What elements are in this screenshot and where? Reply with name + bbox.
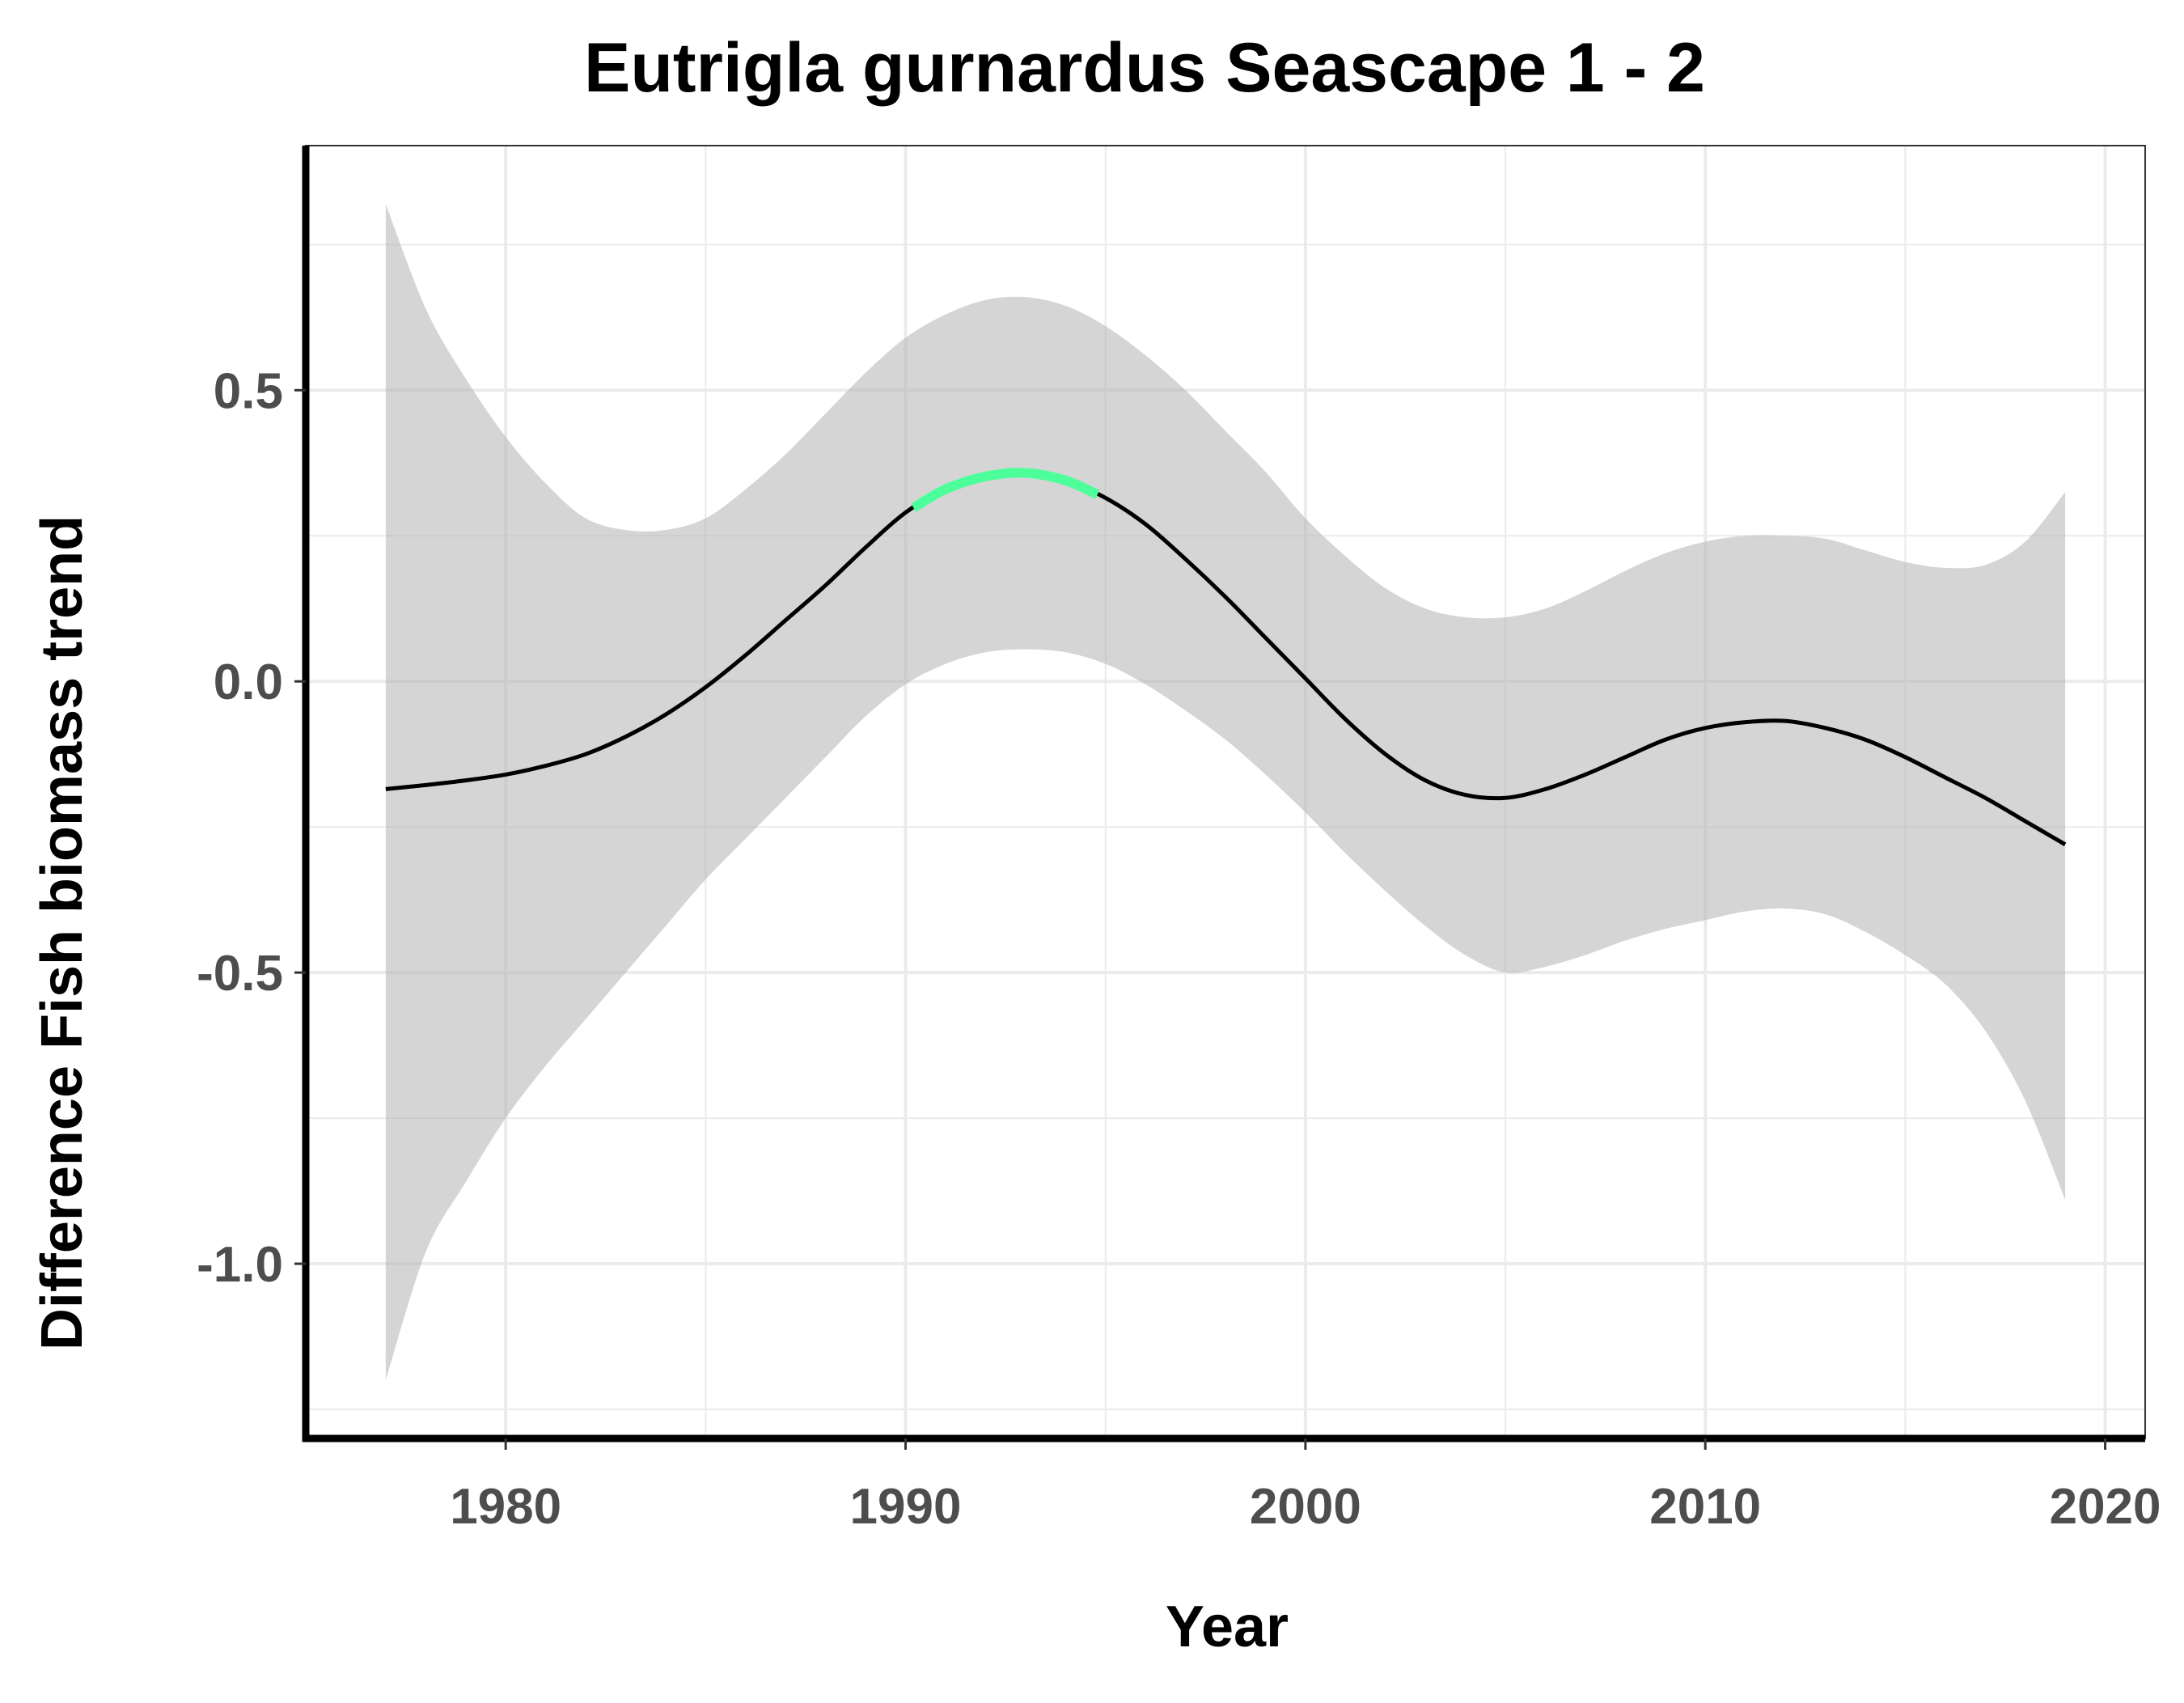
trend-line [385, 470, 2067, 846]
x-tick-label: 2010 [1649, 1479, 1761, 1535]
y-axis-title: Difference Fish biomass trend [30, 515, 95, 1350]
x-tick-label: 1980 [450, 1479, 561, 1535]
y-tick-label: 0.5 [214, 363, 283, 419]
y-tick-label: 0.0 [214, 655, 283, 710]
x-axis-title: Year [1166, 1595, 1289, 1659]
confidence-band-layer [385, 203, 2066, 1381]
axes [294, 145, 2146, 1450]
x-tick-label: 1990 [850, 1479, 962, 1535]
chart-title: Eutrigla gurnardus Seascape 1 - 2 [584, 29, 1705, 107]
trend-line-layer [385, 468, 2067, 846]
highlighted-trend-segment [911, 468, 1100, 512]
y-tick-label: -0.5 [197, 946, 283, 1002]
tick-labels: 1980 1990 2000 2010 2020 0.5 0.0 -0.5 -1.0 [197, 363, 2161, 1535]
y-tick-label: -1.0 [197, 1237, 283, 1293]
confidence-band [385, 203, 2066, 1381]
x-tick-label: 2020 [2050, 1479, 2161, 1535]
x-tick-label: 2000 [1250, 1479, 1361, 1535]
